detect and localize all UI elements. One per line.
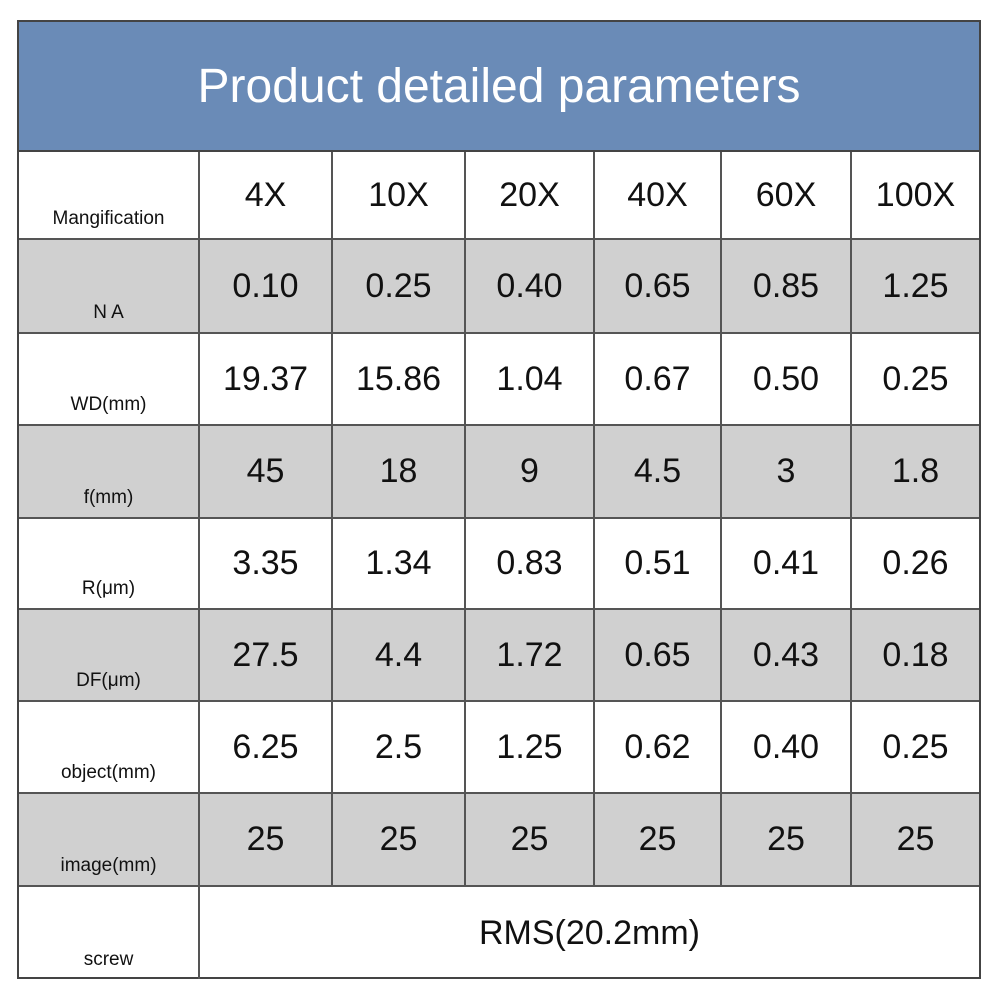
value-cell: 0.83 (466, 519, 595, 610)
value-cell: 9 (466, 426, 595, 519)
value-cell: 0.10 (200, 240, 333, 334)
value-cell: 25 (200, 794, 333, 887)
value-cell: 15.86 (333, 334, 466, 426)
title: Product detailed parameters (19, 22, 979, 152)
value-cell: 0.25 (333, 240, 466, 334)
value-cell: 18 (333, 426, 466, 519)
header-cell: 60X (722, 152, 852, 240)
value-cell: 25 (333, 794, 466, 887)
value-cell: 4.5 (595, 426, 722, 519)
value-cell: 0.26 (852, 519, 979, 610)
row-label: object(mm) (19, 702, 200, 794)
row-label: f(mm) (19, 426, 200, 519)
value-cell: 25 (595, 794, 722, 887)
row-label: R(μm) (19, 519, 200, 610)
value-cell: 4.4 (333, 610, 466, 702)
value-cell: 1.25 (466, 702, 595, 794)
row-label: screw (19, 887, 200, 979)
header-cell: 40X (595, 152, 722, 240)
value-cell: 6.25 (200, 702, 333, 794)
value-cell: 3 (722, 426, 852, 519)
header-cell: 10X (333, 152, 466, 240)
value-cell: 25 (466, 794, 595, 887)
value-cell: 1.8 (852, 426, 979, 519)
value-cell: 0.43 (722, 610, 852, 702)
value-cell: 0.62 (595, 702, 722, 794)
header-cell: 4X (200, 152, 333, 240)
value-cell: 0.40 (466, 240, 595, 334)
value-cell: 1.72 (466, 610, 595, 702)
row-label: N A (19, 240, 200, 334)
header-cell: 20X (466, 152, 595, 240)
value-cell: 0.25 (852, 702, 979, 794)
value-cell: 0.41 (722, 519, 852, 610)
value-cell: 19.37 (200, 334, 333, 426)
row-label: WD(mm) (19, 334, 200, 426)
value-cell: 0.40 (722, 702, 852, 794)
value-cell: 1.34 (333, 519, 466, 610)
table: Product detailed parameters Mangificatio… (17, 20, 981, 979)
value-cell: 3.35 (200, 519, 333, 610)
value-cell: 1.25 (852, 240, 979, 334)
value-cell: 27.5 (200, 610, 333, 702)
value-cell: 0.18 (852, 610, 979, 702)
value-cell: RMS(20.2mm) (478, 913, 701, 952)
value-cell: 2.5 (333, 702, 466, 794)
row-label: DF(μm) (19, 610, 200, 702)
header-label: Mangification (19, 152, 200, 240)
value-cell: 0.65 (595, 240, 722, 334)
value-cell: 25 (852, 794, 979, 887)
value-cell: 0.51 (595, 519, 722, 610)
value-cell: 0.67 (595, 334, 722, 426)
value-cell: 25 (722, 794, 852, 887)
value-cell: 0.50 (722, 334, 852, 426)
row-label: image(mm) (19, 794, 200, 887)
value-cell: 0.85 (722, 240, 852, 334)
header-cell: 100X (852, 152, 979, 240)
value-cell: 1.04 (466, 334, 595, 426)
value-cell: 0.25 (852, 334, 979, 426)
value-cell: 0.65 (595, 610, 722, 702)
value-cell: 45 (200, 426, 333, 519)
